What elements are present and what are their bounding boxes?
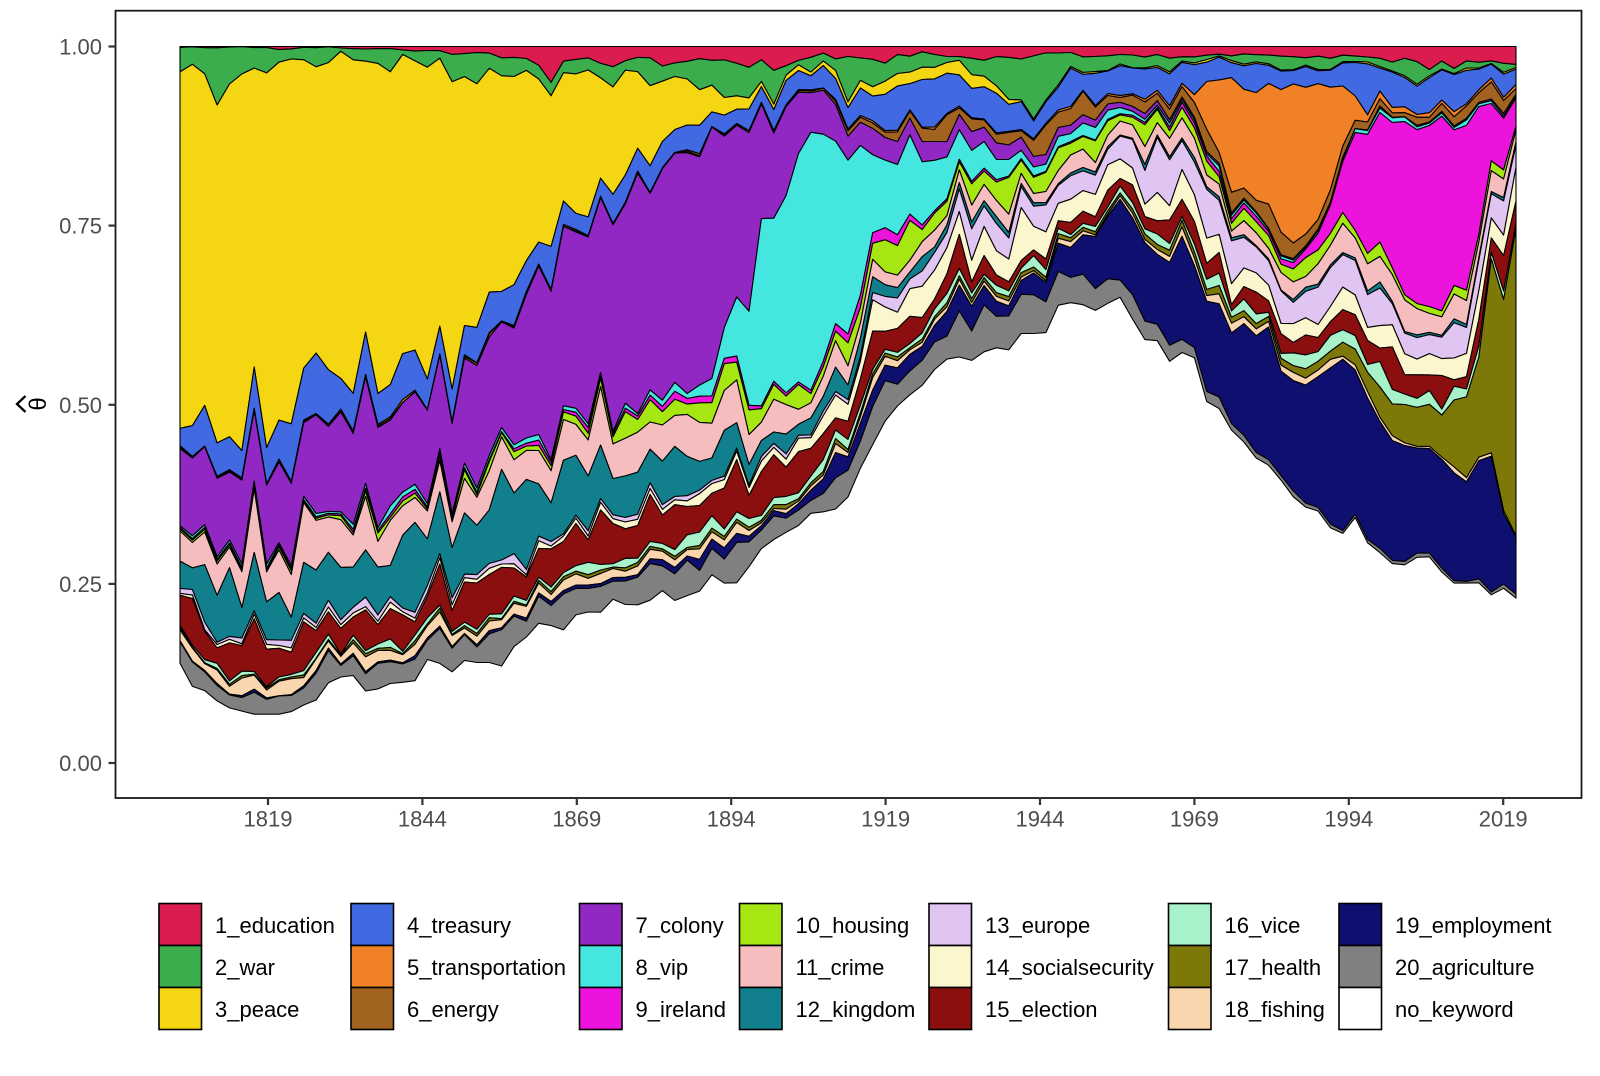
svg-text:5_transportation: 5_transportation bbox=[407, 955, 566, 980]
svg-text:1994: 1994 bbox=[1324, 807, 1373, 832]
svg-text:1869: 1869 bbox=[552, 807, 601, 832]
svg-text:10_housing: 10_housing bbox=[796, 913, 910, 938]
svg-text:4_treasury: 4_treasury bbox=[407, 913, 511, 938]
svg-text:0.25: 0.25 bbox=[59, 572, 102, 597]
svg-text:7_colony: 7_colony bbox=[636, 913, 724, 938]
svg-text:8_vip: 8_vip bbox=[636, 955, 689, 980]
svg-text:0.50: 0.50 bbox=[59, 393, 102, 418]
svg-text:no_keyword: no_keyword bbox=[1395, 997, 1514, 1022]
svg-text:1.00: 1.00 bbox=[59, 35, 102, 60]
svg-text:θ: θ bbox=[25, 397, 52, 410]
svg-text:18_fishing: 18_fishing bbox=[1225, 997, 1325, 1022]
svg-text:0.75: 0.75 bbox=[59, 214, 102, 239]
svg-text:1919: 1919 bbox=[861, 807, 910, 832]
svg-text:2019: 2019 bbox=[1479, 807, 1528, 832]
svg-text:14_socialsecurity: 14_socialsecurity bbox=[985, 955, 1154, 980]
svg-text:1819: 1819 bbox=[244, 807, 293, 832]
svg-text:9_ireland: 9_ireland bbox=[636, 997, 727, 1022]
svg-text:15_election: 15_election bbox=[985, 997, 1098, 1022]
svg-text:11_crime: 11_crime bbox=[796, 955, 885, 980]
svg-text:1944: 1944 bbox=[1016, 807, 1065, 832]
svg-text:1_education: 1_education bbox=[215, 913, 335, 938]
svg-text:19_employment: 19_employment bbox=[1395, 913, 1552, 938]
svg-text:1894: 1894 bbox=[707, 807, 756, 832]
svg-text:12_kingdom: 12_kingdom bbox=[796, 997, 916, 1022]
svg-text:2_war: 2_war bbox=[215, 955, 275, 980]
svg-text:16_vice: 16_vice bbox=[1225, 913, 1301, 938]
svg-text:17_health: 17_health bbox=[1225, 955, 1322, 980]
svg-text:1969: 1969 bbox=[1170, 807, 1219, 832]
svg-text:0.00: 0.00 bbox=[59, 751, 102, 776]
svg-text:3_peace: 3_peace bbox=[215, 997, 299, 1022]
svg-text:6_energy: 6_energy bbox=[407, 997, 499, 1022]
svg-text:1844: 1844 bbox=[398, 807, 447, 832]
svg-text:13_europe: 13_europe bbox=[985, 913, 1090, 938]
svg-text:20_agriculture: 20_agriculture bbox=[1395, 955, 1534, 980]
